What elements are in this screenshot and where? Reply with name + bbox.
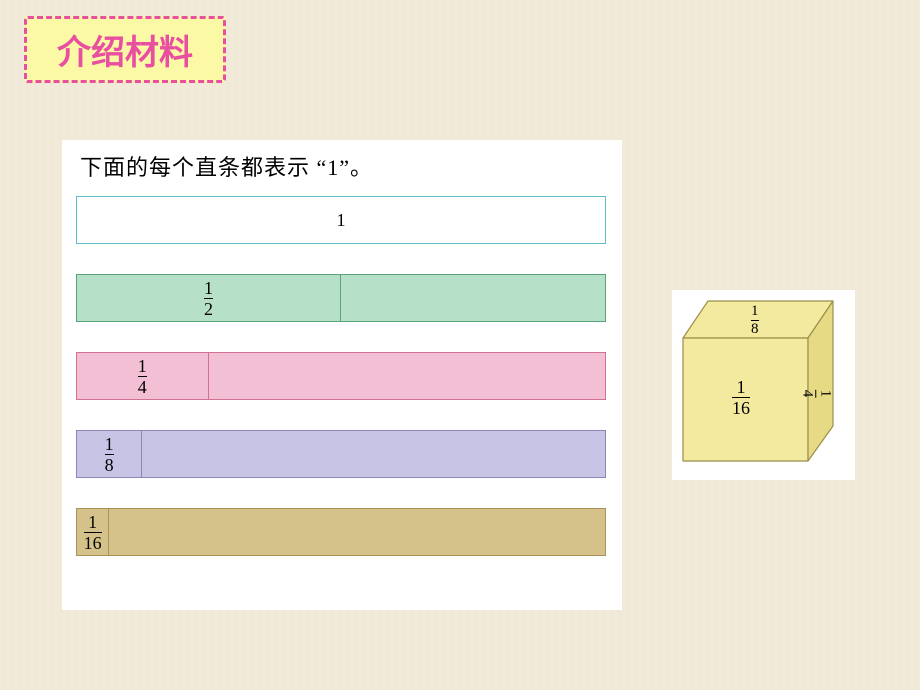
- bar-fraction-label: 18: [105, 435, 114, 474]
- bar-segment: [209, 352, 607, 400]
- fraction-bar: 12: [76, 274, 606, 322]
- title-box: 介绍材料: [24, 16, 226, 83]
- bar-row: 14: [76, 352, 608, 400]
- bar-fraction-label: 116: [84, 513, 102, 552]
- fraction-bars-panel: 下面的每个直条都表示 “1”。 1 12 14 18 116: [62, 140, 622, 610]
- bars-container: 1 12 14 18 116: [76, 196, 608, 556]
- cube-svg: [678, 296, 848, 471]
- cube-side-label: 1 4: [799, 390, 834, 398]
- title-text: 介绍材料: [57, 35, 193, 72]
- bar-segment: 12: [76, 274, 341, 322]
- bar-label: 1: [337, 210, 346, 231]
- bar-segment: [341, 274, 606, 322]
- bar-row: 116: [76, 508, 608, 556]
- bar-segment: 14: [76, 352, 209, 400]
- fraction-cube: 1 8 1 16 1 4: [678, 296, 848, 471]
- bar-segment: 116: [76, 508, 109, 556]
- bar-segment: [142, 430, 606, 478]
- bar-row: 12: [76, 274, 608, 322]
- bar-segment: 18: [76, 430, 142, 478]
- bar-fraction-label: 14: [138, 357, 147, 396]
- bar-fraction-label: 12: [204, 279, 213, 318]
- fraction-bar: 18: [76, 430, 606, 478]
- bar-row: 18: [76, 430, 608, 478]
- cube-panel: 1 8 1 16 1 4: [672, 290, 855, 480]
- fraction-bar: 1: [76, 196, 606, 244]
- cube-top-label: 1 8: [751, 302, 759, 337]
- bar-segment: 1: [76, 196, 606, 244]
- bar-segment: [109, 508, 606, 556]
- cube-front-label: 1 16: [732, 378, 750, 417]
- instruction-text: 下面的每个直条都表示 “1”。: [80, 150, 608, 182]
- fraction-bar: 14: [76, 352, 606, 400]
- bar-row: 1: [76, 196, 608, 244]
- fraction-bar: 116: [76, 508, 606, 556]
